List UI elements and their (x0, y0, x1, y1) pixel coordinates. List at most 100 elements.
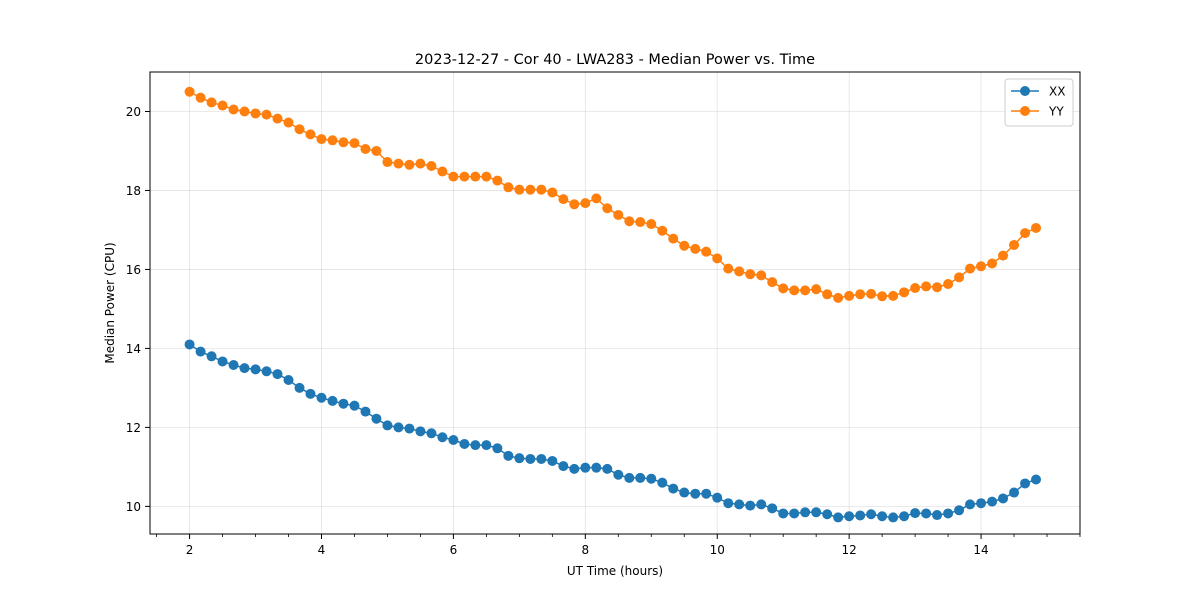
data-point-yy (844, 290, 855, 301)
x-tick-label: 14 (973, 543, 988, 557)
legend-marker (1020, 106, 1030, 116)
data-point-xx (613, 469, 624, 480)
series-layer (184, 86, 1042, 523)
data-point-yy (261, 109, 272, 120)
data-point-xx (668, 483, 679, 494)
data-point-xx (998, 493, 1009, 504)
legend-marker (1020, 86, 1030, 96)
data-point-xx (327, 395, 338, 406)
data-point-xx (206, 351, 217, 362)
data-point-yy (195, 92, 206, 103)
data-point-xx (349, 400, 360, 411)
data-point-yy (877, 291, 888, 302)
series-xx (184, 339, 1042, 523)
data-point-xx (580, 462, 591, 473)
data-point-yy (734, 266, 745, 277)
data-point-yy (536, 184, 547, 195)
data-point-xx (272, 369, 283, 380)
data-point-xx (723, 498, 734, 509)
data-point-yy (591, 193, 602, 204)
data-point-xx (437, 432, 448, 443)
data-point-xx (679, 487, 690, 498)
data-point-yy (855, 289, 866, 300)
data-point-xx (250, 364, 261, 375)
data-point-yy (360, 144, 371, 154)
data-point-yy (954, 272, 965, 283)
data-point-yy (547, 187, 558, 198)
data-point-yy (767, 277, 778, 288)
data-point-xx (657, 477, 668, 488)
data-point-yy (679, 240, 690, 251)
legend-item-yy: YY (1011, 105, 1064, 119)
data-point-yy (481, 171, 492, 182)
data-point-yy (217, 100, 228, 111)
data-point-yy (206, 97, 217, 108)
data-point-xx (789, 508, 800, 519)
data-point-yy (305, 129, 316, 140)
data-point-xx (404, 423, 415, 434)
data-point-xx (459, 438, 470, 449)
y-tick-label: 18 (126, 184, 141, 198)
data-point-yy (690, 243, 701, 254)
data-point-yy (789, 285, 800, 296)
data-point-xx (822, 509, 833, 520)
data-point-xx (338, 398, 349, 409)
legend-label: YY (1048, 105, 1064, 119)
data-point-xx (217, 356, 228, 367)
x-tick-label: 8 (581, 543, 589, 557)
data-point-xx (855, 510, 866, 521)
data-point-xx (393, 422, 404, 433)
data-point-xx (844, 511, 855, 522)
data-point-xx (195, 346, 206, 357)
data-point-xx (239, 363, 250, 374)
data-point-xx (602, 463, 613, 474)
data-point-yy (866, 288, 877, 299)
x-tick-label: 2 (186, 543, 194, 557)
data-point-xx (316, 392, 327, 403)
data-point-xx (976, 498, 987, 509)
data-point-yy (327, 135, 338, 146)
data-point-xx (811, 507, 822, 518)
data-point-yy (987, 258, 998, 269)
data-point-yy (228, 104, 239, 115)
data-point-yy (316, 134, 327, 145)
legend: XX YY (1004, 78, 1074, 127)
x-tick-label: 12 (842, 543, 857, 557)
chart-title: 2023-12-27 - Cor 40 - LWA283 - Median Po… (415, 52, 815, 68)
data-point-xx (899, 511, 910, 522)
data-point-xx (470, 440, 481, 451)
data-point-yy (778, 283, 789, 294)
data-point-yy (492, 175, 503, 186)
data-point-xx (547, 455, 558, 466)
data-point-xx (294, 382, 305, 393)
data-point-yy (459, 171, 470, 182)
data-point-xx (448, 435, 459, 446)
data-point-yy (558, 194, 569, 205)
data-point-yy (338, 137, 349, 148)
data-point-xx (514, 453, 525, 464)
data-point-xx (371, 413, 382, 424)
data-point-yy (811, 284, 822, 295)
data-point-xx (690, 488, 701, 499)
data-point-yy (1020, 228, 1031, 239)
data-point-xx (954, 505, 965, 516)
data-point-yy (756, 270, 767, 281)
data-point-xx (1009, 487, 1020, 498)
data-point-yy (646, 219, 657, 230)
data-point-xx (921, 508, 932, 519)
x-axis: 2 4 6 8 10 12 14 (156, 534, 1081, 557)
data-point-yy (1009, 239, 1020, 250)
data-point-yy (525, 184, 536, 195)
data-point-yy (1031, 222, 1042, 233)
data-point-xx (767, 503, 778, 514)
data-point-xx (591, 462, 602, 473)
data-point-yy (294, 124, 305, 135)
data-point-xx (382, 420, 393, 431)
data-point-yy (701, 246, 712, 257)
data-point-xx (283, 375, 294, 385)
data-point-yy (426, 160, 437, 171)
data-point-yy (932, 282, 943, 293)
data-point-yy (668, 233, 679, 244)
data-point-xx (360, 406, 371, 417)
data-point-xx (987, 496, 998, 507)
